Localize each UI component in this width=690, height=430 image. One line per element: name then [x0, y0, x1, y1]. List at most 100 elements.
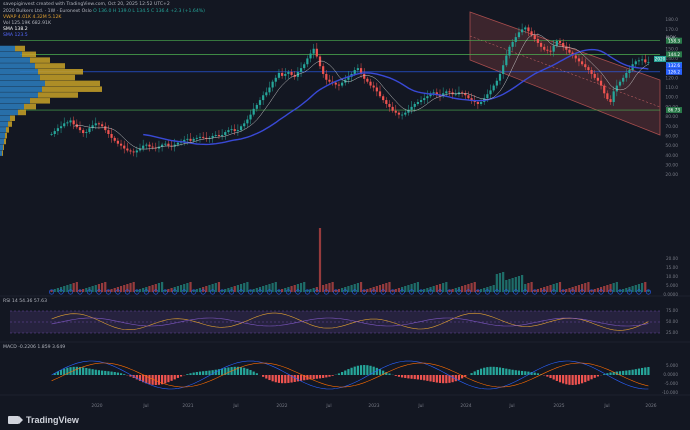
price-tick: 60.00 [665, 133, 678, 139]
legend-sma-1: SMA 138.2 [3, 27, 28, 32]
candle-body [622, 77, 625, 82]
volume-bar [217, 282, 221, 292]
volume-bar [596, 288, 599, 292]
volume-bar [179, 285, 183, 292]
macd-histogram-bar [628, 370, 631, 375]
candle-body [366, 78, 369, 82]
macd-histogram-bar [123, 374, 126, 375]
macd-histogram-bar [530, 372, 533, 375]
macd-histogram-bar [287, 375, 290, 383]
macd-histogram-bar [442, 375, 445, 384]
macd-histogram-bar [246, 368, 249, 375]
volume-profile-bar-up [0, 86, 42, 92]
volume-bar [505, 280, 508, 292]
macd-tick: 0.0000 [663, 372, 678, 377]
volume-bar [322, 285, 325, 292]
candle-body [593, 73, 596, 78]
volume-bar [461, 286, 464, 292]
time-axis-label: 2020 [91, 403, 102, 409]
volume-bar [527, 283, 530, 292]
candle-body [435, 92, 438, 95]
volume-bar [119, 286, 123, 292]
candle-body [135, 150, 138, 153]
candle-body [584, 64, 587, 68]
macd-histogram-bar [625, 370, 628, 375]
volume-bar [517, 276, 521, 292]
volume-bar [75, 282, 78, 292]
macd-histogram-bar [252, 371, 255, 375]
candle-body [211, 135, 214, 138]
volume-bar [470, 283, 473, 292]
price-badge [654, 55, 666, 62]
volume-bar [552, 284, 555, 292]
candle-body [262, 95, 265, 101]
volume-bar [94, 285, 97, 292]
volume-bar [644, 282, 647, 292]
macd-histogram-bar [337, 373, 341, 375]
macd-histogram-bar [101, 370, 104, 375]
macd-histogram-bar [615, 371, 618, 375]
macd-histogram-bar [154, 375, 157, 385]
volume-bar [293, 285, 296, 292]
macd-histogram-bar [192, 372, 195, 375]
candle-body [543, 46, 546, 50]
candle-body [63, 123, 66, 127]
macd-histogram-bar [581, 375, 584, 384]
candle-body [347, 76, 350, 80]
volume-bar [549, 285, 552, 292]
macd-histogram-bar [502, 368, 505, 375]
volume-bar [110, 289, 113, 292]
volume-profile-bar-up [0, 51, 22, 58]
price-badge-text: 144.2 [668, 52, 680, 57]
tradingview-logo[interactable]: TradingView [8, 415, 79, 425]
price-badge-text: 126.2 [668, 69, 680, 74]
volume-bar [328, 283, 331, 292]
regression-channel [469, 11, 661, 136]
volume-bar [271, 283, 274, 292]
volume-bar [284, 288, 287, 292]
macd-histogram-bar [82, 367, 85, 375]
macd-histogram-bar [631, 369, 634, 375]
macd-histogram-bar [211, 370, 214, 375]
macd-histogram-bar [167, 375, 170, 383]
candle-body [88, 128, 91, 133]
volume-bar [214, 283, 217, 292]
macd-histogram-bar [296, 375, 299, 382]
time-axis-label: 2023 [368, 403, 379, 409]
candle-body [539, 42, 543, 47]
volume-bar [176, 286, 179, 292]
volume-profile-bar-up [0, 69, 38, 75]
price-badge [666, 37, 682, 44]
brand-name: TradingView [26, 415, 79, 425]
candle-body [448, 91, 451, 93]
volume-bar [303, 282, 306, 292]
volume-bar [101, 283, 104, 292]
candle-body [552, 45, 555, 52]
rsi-line [51, 312, 649, 331]
candle-body [568, 49, 571, 53]
volume-bar [413, 283, 416, 292]
time-axis-label: Jul [232, 403, 238, 409]
volume-tick: 0.0000 [663, 292, 678, 297]
price-tick: 140.0 [665, 56, 678, 62]
candle-body [312, 48, 315, 54]
macd-histogram-bar [521, 370, 524, 375]
candle-body [565, 46, 568, 50]
macd-histogram-bar [637, 368, 641, 375]
candle-body [198, 136, 202, 138]
candle-body [142, 145, 145, 149]
candle-body [378, 91, 382, 97]
volume-bar [78, 290, 82, 292]
volume-bar [91, 286, 94, 292]
volume-bar [208, 285, 211, 292]
volume-profile-bar-down [15, 45, 25, 52]
sma-short-line [73, 33, 649, 150]
volume-bar [236, 285, 239, 292]
candle-body [612, 91, 615, 103]
candle-body [470, 98, 473, 102]
candle-body [606, 93, 609, 100]
volume-bar [246, 282, 249, 292]
time-axis-label: 2021 [182, 403, 193, 409]
volume-profile-bar-up [0, 74, 40, 81]
